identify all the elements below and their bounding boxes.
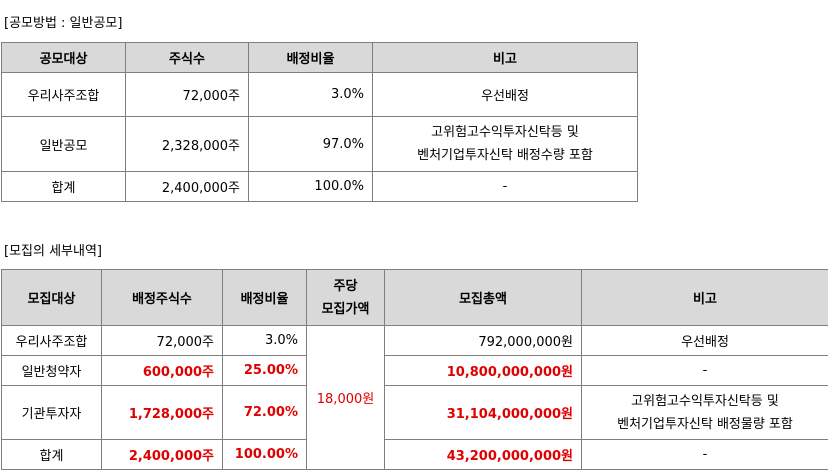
cell-target: 기관투자자 bbox=[1, 385, 102, 440]
table-header-row: 공모대상 주식수 배정비율 비고 bbox=[1, 42, 638, 73]
table-header-row: 모집대상 배정주식수 배정비율 주당 모집가액 모집총액 비고 bbox=[1, 269, 828, 326]
cell-price: 18,000원 bbox=[306, 325, 385, 470]
header-price: 주당 모집가액 bbox=[306, 269, 385, 326]
table-row: 기관투자자 1,728,000주 72.00% 31,104,000,000원 … bbox=[1, 385, 828, 440]
cell-target: 합계 bbox=[1, 439, 102, 470]
header-ratio: 배정비율 bbox=[248, 42, 373, 73]
header-ratio: 배정비율 bbox=[222, 269, 307, 326]
cell-ratio: 100.0% bbox=[248, 171, 373, 202]
cell-target: 일반공모 bbox=[1, 116, 126, 172]
cell-note: 고위험고수익투자신탁등 및 벤처기업투자신탁 배정수량 포함 bbox=[372, 116, 638, 172]
cell-note: 우선배정 bbox=[581, 325, 828, 356]
cell-shares: 72,000주 bbox=[101, 325, 223, 356]
note-line-1: 고위험고수익투자신탁등 및 bbox=[431, 125, 579, 140]
cell-ratio: 72.00% bbox=[222, 385, 307, 440]
cell-shares: 2,328,000주 bbox=[125, 116, 249, 172]
table-row: 합계 2,400,000주 100.0% - bbox=[1, 171, 638, 202]
offering-method-table: 공모대상 주식수 배정비율 비고 우리사주조합 72,000주 3.0% 우선배… bbox=[1, 42, 638, 202]
cell-note: - bbox=[372, 171, 638, 202]
table-row: 일반청약자 600,000주 25.00% 10,800,000,000원 - bbox=[1, 355, 828, 386]
note-line-2: 벤처기업투자신탁 배정물량 포함 bbox=[617, 416, 793, 432]
cell-note: 우선배정 bbox=[372, 72, 638, 117]
cell-target: 우리사주조합 bbox=[1, 325, 102, 356]
header-total: 모집총액 bbox=[384, 269, 582, 326]
header-note: 비고 bbox=[372, 42, 638, 73]
header-target: 모집대상 bbox=[1, 269, 102, 326]
header-target: 공모대상 bbox=[1, 42, 126, 73]
cell-ratio: 3.0% bbox=[222, 325, 307, 356]
cell-ratio: 3.0% bbox=[248, 72, 373, 117]
cell-target: 우리사주조합 bbox=[1, 72, 126, 117]
cell-shares: 1,728,000주 bbox=[101, 385, 223, 440]
cell-note: 고위험고수익투자신탁등 및 벤처기업투자신탁 배정물량 포함 bbox=[581, 385, 828, 440]
cell-ratio: 25.00% bbox=[222, 355, 307, 386]
cell-target: 합계 bbox=[1, 171, 126, 202]
cell-shares: 72,000주 bbox=[125, 72, 249, 117]
header-shares: 주식수 bbox=[125, 42, 249, 73]
cell-total: 43,200,000,000원 bbox=[384, 439, 582, 470]
cell-shares: 2,400,000주 bbox=[101, 439, 223, 470]
cell-note: - bbox=[581, 439, 828, 470]
table-row: 일반공모 2,328,000주 97.0% 고위험고수익투자신탁등 및 벤처기업… bbox=[1, 116, 638, 172]
header-note: 비고 bbox=[581, 269, 828, 326]
cell-note: - bbox=[581, 355, 828, 386]
header-price-line-2: 모집가액 bbox=[321, 301, 370, 317]
cell-shares: 600,000주 bbox=[101, 355, 223, 386]
cell-target: 일반청약자 bbox=[1, 355, 102, 386]
cell-ratio: 100.00% bbox=[222, 439, 307, 470]
table-row: 합계 2,400,000주 100.00% 43,200,000,000원 - bbox=[1, 439, 828, 470]
subscription-details-table: 모집대상 배정주식수 배정비율 주당 모집가액 모집총액 비고 우리사주조합 7… bbox=[1, 269, 828, 470]
table-row: 우리사주조합 72,000주 3.0% 18,000원 792,000,000원… bbox=[1, 325, 828, 470]
note-line-2: 벤처기업투자신탁 배정수량 포함 bbox=[417, 148, 593, 163]
cell-total: 792,000,000원 bbox=[384, 325, 582, 356]
header-shares: 배정주식수 bbox=[101, 269, 223, 326]
note-line-1: 고위험고수익투자신탁등 및 bbox=[631, 393, 779, 409]
header-price-line-1: 주당 bbox=[333, 278, 358, 294]
cell-total: 10,800,000,000원 bbox=[384, 355, 582, 386]
subscription-details-caption: [모집의 세부내역] bbox=[4, 244, 102, 259]
offering-method-caption: [공모방법 : 일반공모] bbox=[4, 16, 123, 31]
cell-shares: 2,400,000주 bbox=[125, 171, 249, 202]
table-row: 우리사주조합 72,000주 3.0% 우선배정 bbox=[1, 72, 638, 117]
cell-ratio: 97.0% bbox=[248, 116, 373, 172]
cell-total: 31,104,000,000원 bbox=[384, 385, 582, 440]
